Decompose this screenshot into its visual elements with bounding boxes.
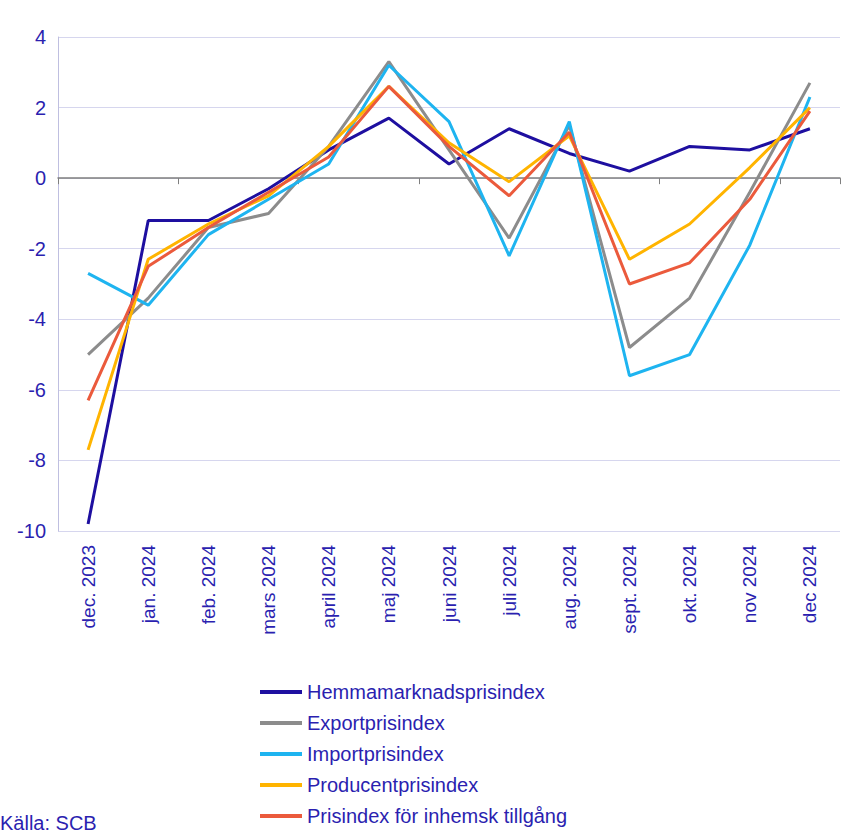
- svg-text:4: 4: [35, 26, 46, 48]
- svg-text:-4: -4: [28, 308, 46, 330]
- svg-text:0: 0: [35, 167, 46, 189]
- svg-text:juni 2024: juni 2024: [439, 545, 460, 624]
- svg-text:maj 2024: maj 2024: [378, 545, 399, 624]
- svg-text:sept. 2024: sept. 2024: [619, 545, 640, 634]
- svg-text:okt. 2024: okt. 2024: [679, 545, 700, 624]
- svg-text:-6: -6: [28, 379, 46, 401]
- svg-text:Källa: SCB: Källa: SCB: [0, 812, 97, 834]
- svg-text:-2: -2: [28, 238, 46, 260]
- svg-text:mars 2024: mars 2024: [258, 545, 279, 635]
- svg-text:nov 2024: nov 2024: [739, 545, 760, 624]
- svg-text:Exportprisindex: Exportprisindex: [307, 712, 445, 734]
- svg-text:Prisindex för inhemsk tillgång: Prisindex för inhemsk tillgång: [307, 805, 567, 827]
- svg-text:april 2024: april 2024: [318, 545, 339, 629]
- svg-text:juli 2024: juli 2024: [499, 545, 520, 617]
- svg-text:feb. 2024: feb. 2024: [198, 545, 219, 625]
- svg-text:dec. 2023: dec. 2023: [78, 545, 99, 628]
- svg-text:jan. 2024: jan. 2024: [138, 545, 159, 625]
- svg-text:dec 2024: dec 2024: [799, 545, 820, 624]
- svg-text:Hemmamarknadsprisindex: Hemmamarknadsprisindex: [307, 681, 545, 703]
- svg-text:2: 2: [35, 97, 46, 119]
- svg-text:-8: -8: [28, 449, 46, 471]
- svg-text:aug. 2024: aug. 2024: [559, 545, 580, 630]
- svg-text:-10: -10: [17, 520, 46, 542]
- svg-text:Importprisindex: Importprisindex: [307, 743, 444, 765]
- svg-text:Producentprisindex: Producentprisindex: [307, 774, 478, 796]
